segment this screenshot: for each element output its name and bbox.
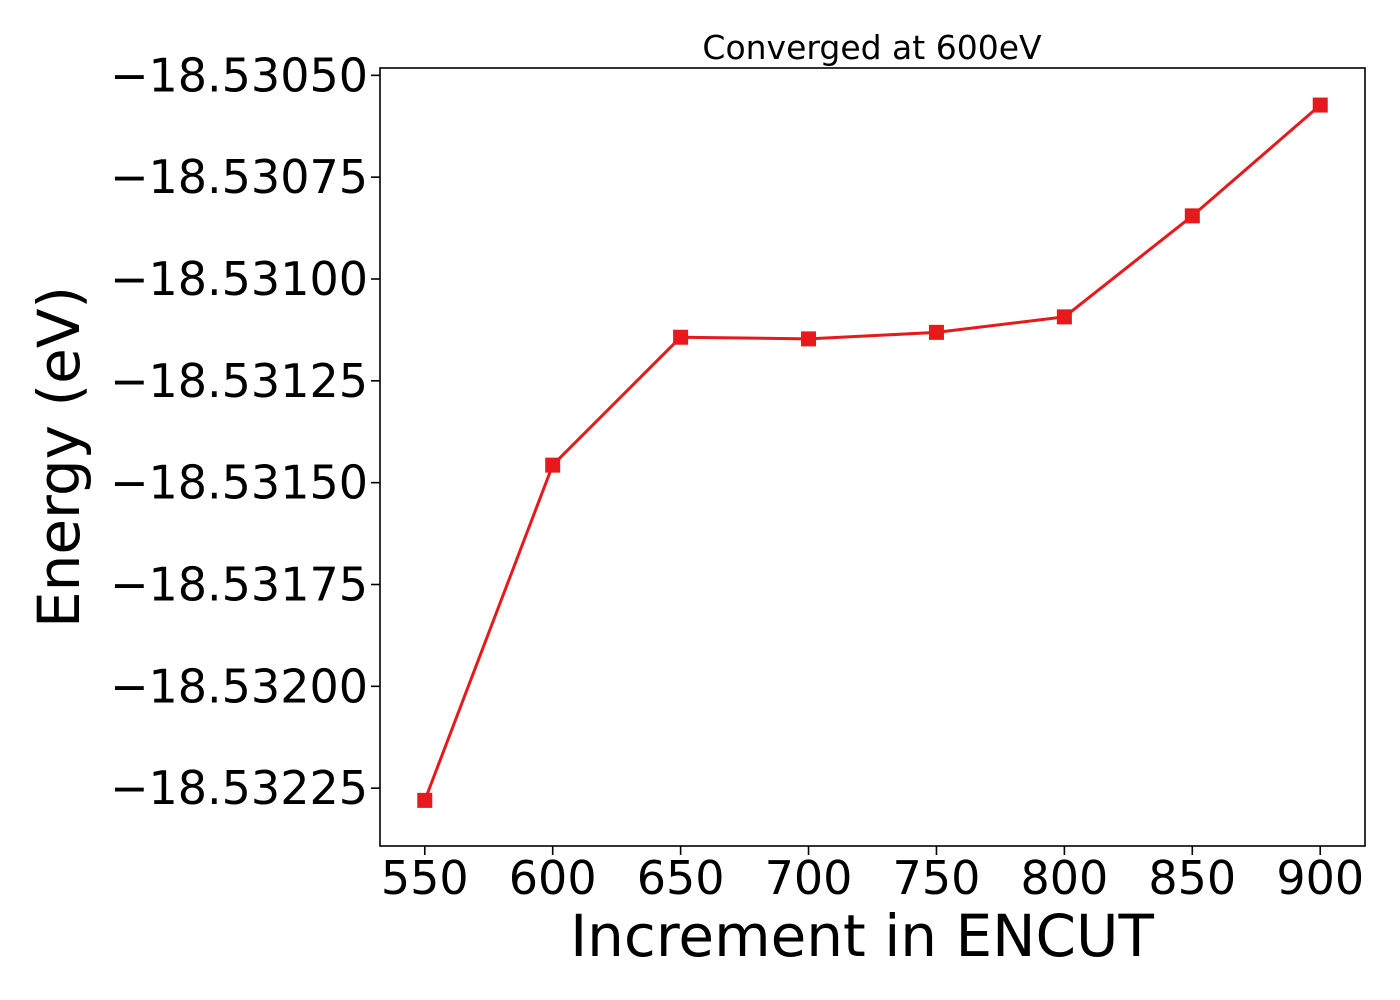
y-tick-label: −18.53050 — [110, 48, 368, 102]
data-point — [545, 457, 561, 473]
y-tick-label: −18.53100 — [110, 252, 368, 306]
data-point — [801, 331, 817, 347]
plot-frame — [379, 67, 1366, 847]
series-layer — [417, 97, 1328, 808]
y-axis-title: Energy (eV) — [25, 286, 93, 628]
data-point — [673, 329, 689, 345]
y-axis: −18.53050 −18.53075 −18.53100 −18.53125 −18.… — [110, 48, 380, 815]
x-tick-label: 650 — [637, 851, 725, 905]
x-axis-title: Increment in ENCUT — [570, 902, 1154, 970]
x-tick-label: 850 — [1148, 851, 1236, 905]
y-tick-label: −18.53150 — [110, 456, 368, 510]
y-tick-label: −18.53225 — [110, 761, 368, 815]
chart-title: Converged at 600eV — [702, 28, 1042, 67]
x-tick-label: 900 — [1276, 851, 1364, 905]
data-point — [1056, 309, 1072, 325]
x-tick-label: 550 — [381, 851, 469, 905]
data-point — [1312, 97, 1328, 113]
data-point — [1184, 208, 1200, 224]
plot-area — [380, 68, 1365, 846]
y-tick-label: −18.53075 — [110, 150, 368, 204]
x-axis: 550 600 650 700 750 800 850 900 — [381, 846, 1364, 905]
y-tick-label: −18.53200 — [110, 659, 368, 713]
x-tick-label: 800 — [1020, 851, 1108, 905]
x-tick-label: 700 — [765, 851, 853, 905]
x-tick-label: 600 — [509, 851, 597, 905]
data-point — [417, 792, 433, 808]
x-tick-label: 750 — [893, 851, 981, 905]
y-tick-label: −18.53175 — [110, 557, 368, 611]
y-tick-label: −18.53125 — [110, 354, 368, 408]
series-line — [423, 103, 1322, 801]
data-point — [928, 324, 944, 340]
